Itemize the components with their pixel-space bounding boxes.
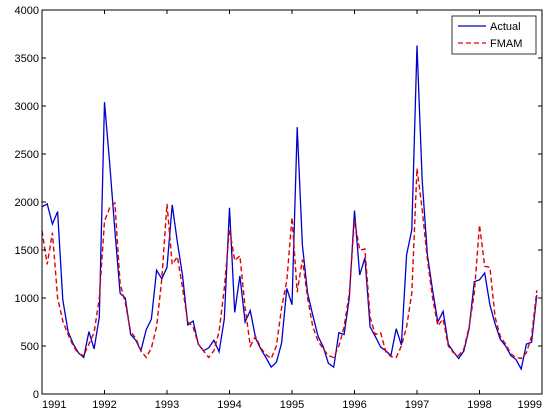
x-tick-label: 1991 [42,399,66,411]
legend-label-actual: Actual [490,21,521,33]
y-tick-label: 2000 [15,197,39,209]
y-tick-label: 0 [33,389,39,401]
y-tick-label: 3500 [15,53,39,65]
legend-box [451,15,537,55]
x-tick-label: 1997 [405,399,429,411]
y-tick-label: 3000 [15,101,39,113]
tick-layer: 1991 1992 1993 1994 1995 1996 1997 1998 1999 0 500… [15,5,543,411]
x-tick-label: 1993 [155,399,179,411]
x-tick-label: 1999 [518,399,542,411]
x-tick-label: 1992 [92,399,116,411]
legend: Actual FMAM [451,15,537,55]
x-tick-label: 1998 [467,399,491,411]
legend-label-fmam: FMAM [490,38,522,50]
y-tick-label: 4000 [15,5,39,17]
x-tick-label: 1995 [280,399,304,411]
y-tick-label: 2500 [15,149,39,161]
series-layer [41,45,538,371]
x-tick-label: 1996 [342,399,366,411]
x-tick-label: 1994 [217,399,241,411]
series-line-actual [41,45,538,371]
y-tick-label: 1500 [15,245,39,257]
y-tick-label: 1000 [15,293,39,305]
y-tick-label: 500 [21,341,39,353]
series-line-fmam [41,168,538,360]
